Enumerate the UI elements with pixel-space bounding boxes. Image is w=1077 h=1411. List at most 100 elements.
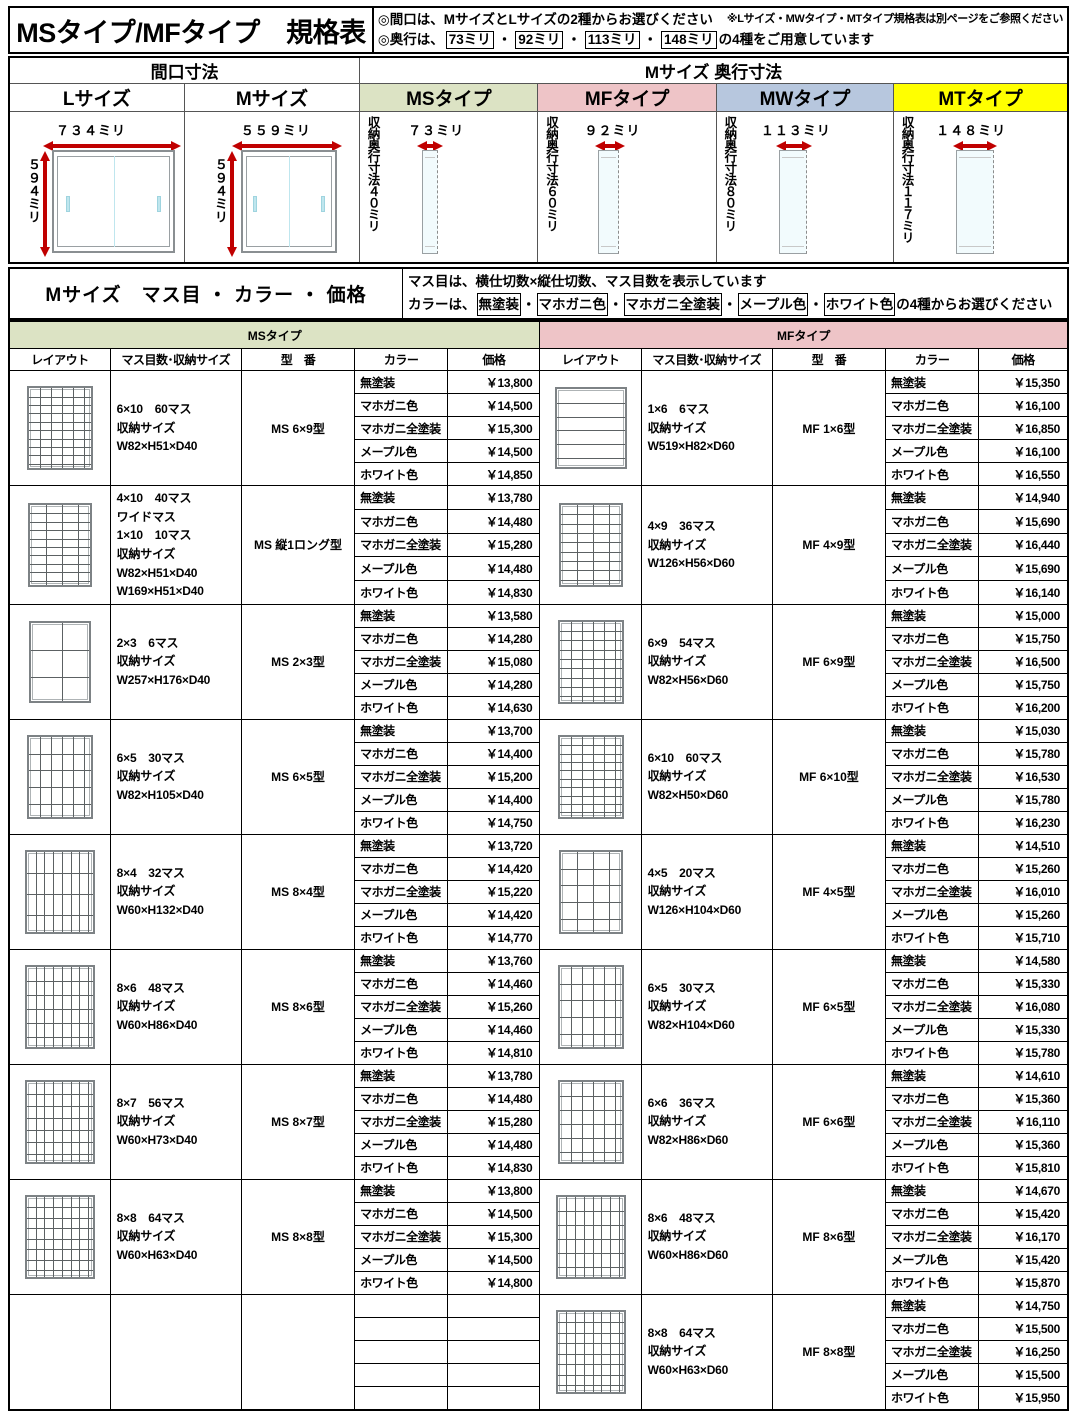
color-opt-white: ホワイト色 <box>823 292 896 317</box>
table-row[interactable]: ホワイト色 ￥14,810 ホワイト色 ￥15,780 <box>9 1040 1069 1065</box>
layout-thumbnail <box>28 620 91 703</box>
type-header-row: MSタイプ MFタイプ <box>8 320 1069 350</box>
mf-layout-cell <box>539 485 642 605</box>
ms-layout-cell <box>8 718 111 835</box>
mf-color-cell: ホワイト色 <box>885 1270 980 1295</box>
layout-thumbnail <box>555 1194 626 1279</box>
table-row[interactable]: マホガニ色 ￥14,400 マホガニ色 ￥15,780 <box>9 741 1069 766</box>
m-width-label: ５５９ミリ <box>240 123 311 138</box>
table-row[interactable]: メープル色 ￥14,420 メープル色 ￥15,260 <box>9 902 1069 927</box>
ms-price-cell: ￥14,750 <box>447 810 541 835</box>
ms-price-cell: ￥13,720 <box>447 833 541 858</box>
ms-price-cell: ￥14,800 <box>447 1270 541 1295</box>
mf-price-cell: ￥15,500 <box>978 1316 1069 1341</box>
table-row[interactable]: 8×7 56マス 収納サイズ W60×H73×D40 MS 8×7型 無塗装 ￥13,78… <box>8 1063 1069 1180</box>
ms-color-cell: メープル色 <box>354 1017 449 1042</box>
spec-line: 6×10 60マス <box>116 402 192 417</box>
ms-price-cell: ￥14,500 <box>447 393 541 418</box>
mf-color-cell: マホガニ全塗装 <box>885 1109 980 1134</box>
ms-depth-box <box>422 150 439 254</box>
mf-color-cell: マホガニ全塗装 <box>885 994 980 1019</box>
ms-layout-cell <box>8 948 111 1065</box>
ms-price-cell: ￥15,280 <box>447 1109 541 1134</box>
table-row[interactable]: メープル色 ￥14,480 メープル色 ￥15,690 <box>9 556 1069 581</box>
ms-price-cell <box>447 1316 541 1341</box>
table-row[interactable]: 2×3 6マス 収納サイズ W257×H176×D40 MS 2×3型 無塗装 ￥13,5… <box>8 603 1069 720</box>
mf-color-cell: マホガニ全塗装 <box>885 416 980 441</box>
table-row[interactable]: マホガニ色 ￥14,460 マホガニ色 ￥15,330 <box>9 971 1069 996</box>
table-row[interactable]: メープル色 ￥14,280 メープル色 ￥15,750 <box>9 672 1069 697</box>
spec-line: W60×H63×D60 <box>647 1363 729 1378</box>
spec-line: 6×9 54マス <box>647 635 716 650</box>
layout-thumbnail <box>557 734 624 819</box>
table-row[interactable]: ホワイト色 ￥14,750 ホワイト色 ￥16,230 <box>9 810 1069 835</box>
ms-color-cell: マホガニ全塗装 <box>354 1109 449 1134</box>
mf-price-cell: ￥16,250 <box>978 1339 1069 1364</box>
ms-color-cell: メープル色 <box>354 1132 449 1157</box>
mf-color-cell: メープル色 <box>885 787 980 812</box>
mt-depth-box <box>956 150 995 254</box>
mf-model-cell: MF 8×6型 <box>771 1178 887 1295</box>
ms-model-cell: MS 6×5型 <box>240 718 356 835</box>
table-row[interactable]: メープル色 ￥14,500 メープル色 ￥16,100 <box>9 439 1069 464</box>
spec-line: W60×H86×D40 <box>116 1018 198 1033</box>
table-row[interactable]: マホガニ全塗装 ￥15,280 マホガニ全塗装 ￥16,440 <box>9 532 1069 558</box>
table-row[interactable]: ホワイト色 ￥14,830 ホワイト色 ￥16,140 <box>9 580 1069 605</box>
table-row[interactable]: ホワイト色 ￥14,850 ホワイト色 ￥16,550 <box>9 462 1069 487</box>
mf-color-cell: 無塗装 <box>885 1063 980 1088</box>
table-row[interactable]: 8×8 64マス 収納サイズ W60×H63×D60 MF 8×8型 無塗装 ￥14,75… <box>8 1293 1069 1411</box>
dim-header-mt-type: MTタイプ <box>893 83 1069 112</box>
page-title: MSタイプ/MFタイプ 規格表 <box>10 8 374 52</box>
ms-layout-cell <box>8 1293 111 1411</box>
table-row[interactable]: マホガニ全塗装 ￥15,200 マホガニ全塗装 ￥16,530 <box>9 764 1069 789</box>
spec-line: W257×H176×D40 <box>116 673 211 688</box>
l-width-label: ７３４ミリ <box>56 123 127 138</box>
table-row[interactable]: 8×8 64マス 収納サイズ W60×H63×D40 MS 8×8型 無塗装 ￥13,80… <box>8 1178 1069 1295</box>
spec-line: 収納サイズ <box>116 999 176 1014</box>
layout-thumbnail <box>558 849 623 934</box>
ms-spec-cell: 6×10 60マス 収納サイズ W82×H51×D40 <box>109 370 242 487</box>
table-row[interactable]: マホガニ全塗装 ￥15,220 マホガニ全塗装 ￥16,010 <box>9 879 1069 904</box>
depth-option-73: 73ミリ <box>445 31 494 49</box>
mf-price-cell: ￥16,080 <box>978 994 1069 1019</box>
table-row[interactable]: 4×10 40マス ワイドマス 1×10 10マス 収納サイズ W82×H51×D40 W… <box>8 485 1069 605</box>
dim-header-mf-type: MFタイプ <box>537 83 717 112</box>
table-row[interactable]: 6×10 60マス 収納サイズ W82×H51×D40 MS 6×9型 無塗装 ￥13,8… <box>8 370 1069 487</box>
mf-price-cell: ￥16,170 <box>978 1224 1069 1249</box>
dim-header-m-size: Mサイズ <box>183 83 361 112</box>
table-row[interactable]: ホワイト色 ￥14,630 ホワイト色 ￥16,200 <box>9 695 1069 720</box>
mf-spec-cell: 1×6 6マス 収納サイズ W519×H82×D60 <box>640 370 773 487</box>
mf-color-cell: ホワイト色 <box>885 580 980 605</box>
mf-color-cell: メープル色 <box>885 439 980 464</box>
table-row[interactable]: 8×6 48マス 収納サイズ W60×H86×D40 MS 8×6型 無塗装 ￥13,76… <box>8 948 1069 1065</box>
spec-sheet-page: MSタイプ/MFタイプ 規格表 ◎間口は、MサイズとLサイズの2種からお選びくだ… <box>8 6 1069 1411</box>
ms-color-cell <box>354 1362 449 1387</box>
mw-depth-box <box>778 150 807 254</box>
spec-line: 8×8 64マス <box>116 1210 185 1225</box>
depth-option-148: 148ミリ <box>661 31 717 49</box>
col-header-mf-model: 型 番 <box>771 348 887 372</box>
table-row[interactable]: マホガニ色 ￥14,500 マホガニ色 ￥16,100 <box>9 393 1069 418</box>
spec-line: 2×3 6マス <box>116 635 179 650</box>
ms-color-cell: ホワイト色 <box>354 580 449 605</box>
spec-line: W82×H51×D40 <box>116 565 198 580</box>
mf-color-cell: マホガニ全塗装 <box>885 649 980 674</box>
ms-price-cell: ￥14,420 <box>447 902 541 927</box>
table-row[interactable]: ホワイト色 ￥14,770 ホワイト色 ￥15,710 <box>9 925 1069 950</box>
mf-spec-cell: 8×8 64マス 収納サイズ W60×H63×D60 <box>640 1293 773 1411</box>
mf-color-cell: ホワイト色 <box>885 695 980 720</box>
mf-color-cell: メープル色 <box>885 1017 980 1042</box>
spec-line: 収納サイズ <box>647 654 707 669</box>
mf-price-cell: ￥15,710 <box>978 925 1069 950</box>
table-row[interactable]: 6×5 30マス 収納サイズ W82×H105×D40 MS 6×5型 無塗装 ￥13,7… <box>8 718 1069 835</box>
table-row[interactable]: 8×4 32マス 収納サイズ W60×H132×D40 MS 8×4型 無塗装 ￥13,7… <box>8 833 1069 950</box>
ms-depth-arrow <box>417 141 444 151</box>
table-row[interactable]: マホガニ全塗装 ￥15,300 マホガニ全塗装 ￥16,850 <box>9 416 1069 441</box>
ms-price-cell: ￥14,400 <box>447 741 541 766</box>
color-tail: の4種からお選びください <box>896 296 1053 312</box>
mf-price-cell: ￥14,670 <box>978 1178 1069 1203</box>
table-row[interactable]: マホガニ色 ￥14,480 マホガニ色 ￥15,690 <box>9 508 1069 534</box>
spec-line: 1×6 6マス <box>647 402 710 417</box>
ms-price-cell: ￥14,500 <box>447 1247 541 1272</box>
mf-price-cell: ￥15,780 <box>978 1040 1069 1065</box>
